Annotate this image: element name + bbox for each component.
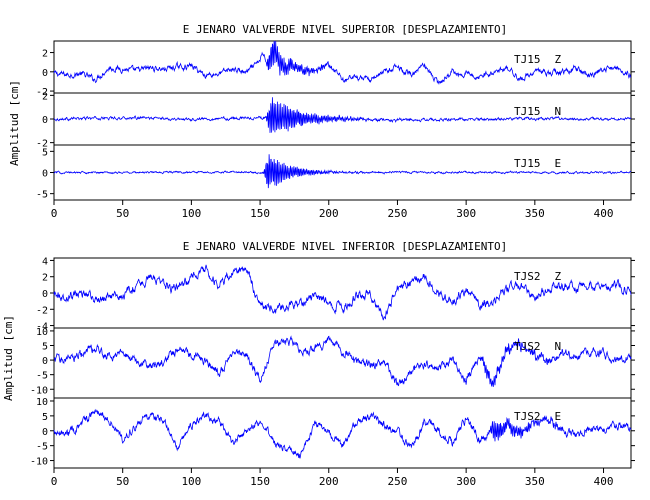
trace-frame xyxy=(53,327,632,399)
station-component: E xyxy=(555,410,562,423)
y-tick-label: 0 xyxy=(42,169,48,180)
y-tick-label: -5 xyxy=(36,190,48,201)
station-code: TJ15 xyxy=(514,105,541,118)
x-tick-label: 150 xyxy=(250,207,270,220)
waveform-trace xyxy=(53,40,632,85)
chart-title-superior: E JENARO VALVERDE NIVEL SUPERIOR [DESPLA… xyxy=(183,23,508,36)
station-label: TJ15 E xyxy=(514,157,561,170)
y-tick-label: 4 xyxy=(42,256,48,267)
x-tick-label: 350 xyxy=(525,207,545,220)
y-axis-label-inferior: Amplitud [cm] xyxy=(2,315,15,401)
station-component: N xyxy=(555,105,562,118)
y-tick-label: -2 xyxy=(36,305,48,316)
chart-title-inferior: E JENARO VALVERDE NIVEL INFERIOR [DESPLA… xyxy=(183,240,508,253)
station-label: TJ15 N xyxy=(514,105,561,118)
x-tick-label: 0 xyxy=(51,207,58,220)
y-tick-label: 10 xyxy=(36,397,48,408)
y-tick-label: 2 xyxy=(42,49,48,60)
x-tick-label: 250 xyxy=(388,207,408,220)
station-component: Z xyxy=(555,270,562,283)
trace-frame xyxy=(53,397,632,469)
y-tick-label: 5 xyxy=(42,147,48,158)
x-tick-label: 200 xyxy=(319,207,339,220)
y-tick-label: 0 xyxy=(42,115,48,126)
y-tick-label: 0 xyxy=(42,289,48,300)
x-tick-label: 0 xyxy=(51,475,58,488)
station-code: TJS2 xyxy=(514,410,541,423)
station-code: TJ15 xyxy=(514,53,541,66)
y-tick-label: -10 xyxy=(30,457,48,468)
station-label: TJ15 Z xyxy=(514,53,562,66)
y-tick-label: 5 xyxy=(42,412,48,423)
waveform-trace xyxy=(53,264,632,321)
x-tick-label: 300 xyxy=(456,207,476,220)
x-tick-label: 100 xyxy=(181,207,201,220)
x-tick-label: 200 xyxy=(319,475,339,488)
station-label: TJS2 Z xyxy=(514,270,562,283)
waveform-trace xyxy=(53,335,632,387)
station-component: E xyxy=(555,157,562,170)
station-code: TJS2 xyxy=(514,270,541,283)
x-tick-label: 300 xyxy=(456,475,476,488)
traces-inferior: -4 -2 0 2 4 TJS2 Z -10 -5 0 5 10 TJS2 N -10 -5 0 5 10 TJS2 E… xyxy=(30,256,635,488)
x-tick-label: 50 xyxy=(116,475,129,488)
x-tick-label: 250 xyxy=(388,475,408,488)
y-tick-label: 5 xyxy=(42,342,48,353)
y-tick-label: 0 xyxy=(42,68,48,79)
x-tick-label: 400 xyxy=(594,207,614,220)
y-axis-label-superior: Amplitud [cm] xyxy=(8,80,21,166)
waveform-trace xyxy=(53,154,632,189)
y-tick-label: -2 xyxy=(36,139,48,150)
station-code: TJS2 xyxy=(514,340,541,353)
y-tick-label: -5 xyxy=(36,371,48,382)
x-tick-label: 350 xyxy=(525,475,545,488)
y-tick-label: 0 xyxy=(42,427,48,438)
y-tick-label: 0 xyxy=(42,356,48,367)
waveform-trace xyxy=(53,408,632,459)
trace-frame xyxy=(53,257,632,329)
panel-inferior: E JENARO VALVERDE NIVEL INFERIOR [DESPLA… xyxy=(2,240,635,488)
x-tick-label: 400 xyxy=(594,475,614,488)
waveform-trace xyxy=(53,97,632,133)
y-tick-label: 10 xyxy=(36,327,48,338)
y-tick-label: 2 xyxy=(42,273,48,284)
y-tick-label: 2 xyxy=(42,91,48,102)
x-tick-label: 50 xyxy=(116,207,129,220)
station-label: TJS2 E xyxy=(514,410,561,423)
station-component: Z xyxy=(555,53,562,66)
y-tick-label: -10 xyxy=(30,385,48,396)
y-tick-label: -2 xyxy=(36,87,48,98)
x-tick-label: 100 xyxy=(181,475,201,488)
trace-frame xyxy=(53,40,632,94)
station-code: TJ15 xyxy=(514,157,541,170)
panel-superior: E JENARO VALVERDE NIVEL SUPERIOR [DESPLA… xyxy=(8,23,635,220)
station-label: TJS2 N xyxy=(514,340,561,353)
x-tick-label: 150 xyxy=(250,475,270,488)
y-tick-label: -4 xyxy=(36,322,48,333)
y-tick-label: -5 xyxy=(36,442,48,453)
station-component: N xyxy=(555,340,562,353)
